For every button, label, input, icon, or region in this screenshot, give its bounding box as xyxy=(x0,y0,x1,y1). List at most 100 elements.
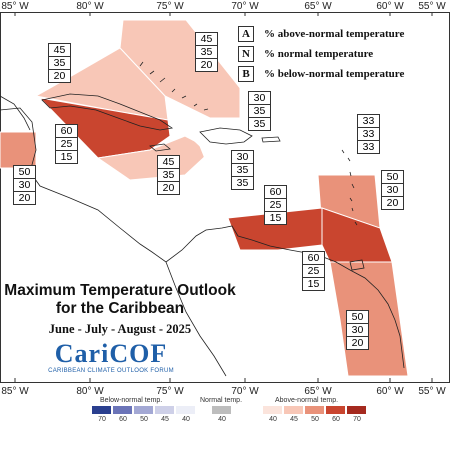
prob-normal: 35 xyxy=(249,105,270,118)
legend-text-above: % above-normal temperature xyxy=(264,28,405,40)
longitude-label: 70° W xyxy=(231,1,259,12)
prob-normal: 30 xyxy=(347,324,368,337)
prob-below: 15 xyxy=(307,278,320,290)
legend-key-normal: N xyxy=(238,46,254,62)
longitude-label: 80° W xyxy=(76,1,104,12)
scale-swatch xyxy=(134,406,153,414)
logo-name: CariCOF xyxy=(54,339,168,368)
scale-tick: 40 xyxy=(218,416,226,423)
prob-below: 20 xyxy=(162,182,175,194)
region-belize xyxy=(0,131,37,169)
scale-swatch xyxy=(113,406,132,414)
prob-above: 30 xyxy=(232,151,253,164)
prob-above: 60 xyxy=(303,252,324,265)
prob-below: 20 xyxy=(18,192,31,204)
legend-row-above: A % above-normal temperature xyxy=(238,24,404,44)
scale-swatch xyxy=(212,406,231,414)
longitude-label: 70° W xyxy=(231,386,259,397)
prob-below: 15 xyxy=(269,212,282,224)
island-hispaniola xyxy=(199,127,253,145)
prob-normal: 25 xyxy=(303,265,324,278)
prob-box-cayman-jamaica: 45 35 20 xyxy=(157,155,180,195)
legend-key-below: B xyxy=(238,66,254,82)
island-cuba xyxy=(41,93,174,131)
scale-tick: 40 xyxy=(182,416,190,423)
scale-swatch xyxy=(347,406,366,414)
prob-box-eastern-caribbean: 50 30 20 xyxy=(381,170,404,210)
scale-swatch xyxy=(92,406,111,414)
color-scale-legend: Below-normal temp. Normal temp. Above-no… xyxy=(0,393,450,450)
prob-above: 60 xyxy=(56,125,77,138)
prob-normal: 25 xyxy=(56,138,77,151)
prob-box-central-cuba: 60 25 15 xyxy=(55,124,78,164)
map-canvas: 85° W 80° W 75° W 70° W 65° W 60° W 55° W 85° … xyxy=(0,1,450,397)
legend-text-normal: % normal temperature xyxy=(264,48,374,60)
scale-tick: 70 xyxy=(353,416,361,423)
longitude-label: 85° W xyxy=(1,1,29,12)
prob-normal: 35 xyxy=(49,57,70,70)
scale-swatch xyxy=(326,406,345,414)
prob-box-northern-leewards: 33 33 33 xyxy=(357,114,380,154)
scale-swatch xyxy=(155,406,174,414)
scale-tick: 50 xyxy=(311,416,319,423)
prob-normal: 30 xyxy=(382,184,403,197)
prob-box-hispaniola: 30 35 35 xyxy=(248,91,271,131)
prob-above: 45 xyxy=(196,33,217,46)
longitude-label: 75° W xyxy=(156,1,184,12)
scale-tick: 40 xyxy=(269,416,277,423)
scale-swatch xyxy=(284,406,303,414)
prob-normal: 30 xyxy=(14,179,35,192)
islands-lesser-antilles xyxy=(341,149,358,226)
prob-box-guianas: 50 30 20 xyxy=(346,310,369,350)
prob-box-trinidad: 60 25 15 xyxy=(302,251,325,291)
prob-box-cuba: 45 35 20 xyxy=(48,43,71,83)
scale-tick: 60 xyxy=(332,416,340,423)
scale-swatch xyxy=(305,406,324,414)
longitude-label: 65° W xyxy=(304,1,332,12)
prob-below: 33 xyxy=(362,141,375,153)
prob-box-bahamas: 45 35 20 xyxy=(195,32,218,72)
probability-legend: A % above-normal temperature N % normal … xyxy=(238,24,404,84)
prob-above: 50 xyxy=(347,311,368,324)
longitude-label: 65° W xyxy=(304,386,332,397)
scale-tick: 45 xyxy=(290,416,298,423)
longitude-labels-bottom: 85° W 80° W 75° W 70° W 65° W 60° W 55° W xyxy=(1,378,446,397)
prob-normal: 33 xyxy=(358,128,379,141)
longitude-label: 85° W xyxy=(1,386,29,397)
legend-text-below: % below-normal temperature xyxy=(264,68,405,80)
logo-forum: CARIBBEAN CLIMATE OUTLOOK FORUM xyxy=(48,368,174,374)
longitude-label: 55° W xyxy=(418,386,446,397)
islands-bahamas xyxy=(139,61,209,111)
longitude-label: 80° W xyxy=(76,386,104,397)
prob-below: 20 xyxy=(200,59,213,71)
prob-above: 30 xyxy=(249,92,270,105)
scale-swatch xyxy=(263,406,282,414)
scale-swatch xyxy=(176,406,195,414)
above-normal-label: Above-normal temp. xyxy=(275,397,339,404)
below-normal-label: Below-normal temp. xyxy=(100,397,163,404)
prob-normal: 25 xyxy=(265,199,286,212)
title-line-2: for the Caribbean xyxy=(55,300,185,317)
prob-above: 50 xyxy=(382,171,403,184)
scale-tick: 60 xyxy=(119,416,127,423)
scale-tick: 50 xyxy=(140,416,148,423)
prob-box-southern-caribbean: 60 25 15 xyxy=(264,185,287,225)
longitude-labels-top: 85° W 80° W 75° W 70° W 65° W 60° W 55° W xyxy=(1,1,446,16)
scale-tick: 45 xyxy=(161,416,169,423)
island-puerto-rico xyxy=(261,136,281,143)
prob-normal: 35 xyxy=(158,169,179,182)
longitude-label: 55° W xyxy=(418,1,446,12)
longitude-label: 60° W xyxy=(376,1,404,12)
prob-normal: 35 xyxy=(196,46,217,59)
coastline-south-america-inland xyxy=(165,261,227,377)
prob-below: 35 xyxy=(253,118,266,130)
legend-key-above: A xyxy=(238,26,254,42)
island-trinidad xyxy=(349,259,365,271)
season-subtitle: June - July - August - 2025 xyxy=(48,322,192,336)
caricof-logo: CariCOF CARIBBEAN CLIMATE OUTLOOK FORUM xyxy=(36,339,186,375)
prob-box-belize: 50 30 20 xyxy=(13,165,36,205)
scale-tick: 70 xyxy=(98,416,106,423)
longitude-label: 75° W xyxy=(156,386,184,397)
prob-below: 20 xyxy=(386,197,399,209)
prob-below: 35 xyxy=(236,177,249,189)
